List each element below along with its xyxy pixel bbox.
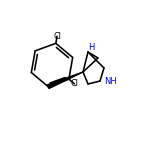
Polygon shape <box>47 72 83 88</box>
Text: Cl: Cl <box>53 32 61 41</box>
Text: H: H <box>88 43 94 52</box>
Text: NH: NH <box>104 78 117 86</box>
Text: Cl: Cl <box>70 79 78 88</box>
